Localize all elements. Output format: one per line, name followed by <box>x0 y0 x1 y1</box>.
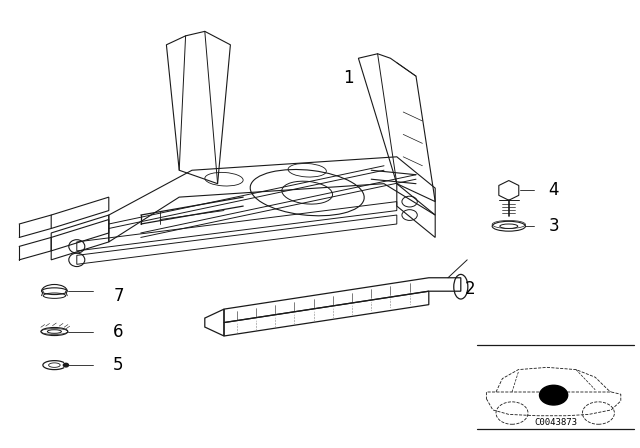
Text: 5: 5 <box>113 356 124 374</box>
Text: 4: 4 <box>548 181 559 199</box>
Text: 6: 6 <box>113 323 124 340</box>
Text: 2: 2 <box>465 280 476 298</box>
Circle shape <box>540 385 568 405</box>
Text: C0043873: C0043873 <box>534 418 577 426</box>
Text: 7: 7 <box>113 287 124 305</box>
Text: 3: 3 <box>548 217 559 235</box>
Circle shape <box>63 363 68 367</box>
Text: 1: 1 <box>344 69 354 87</box>
